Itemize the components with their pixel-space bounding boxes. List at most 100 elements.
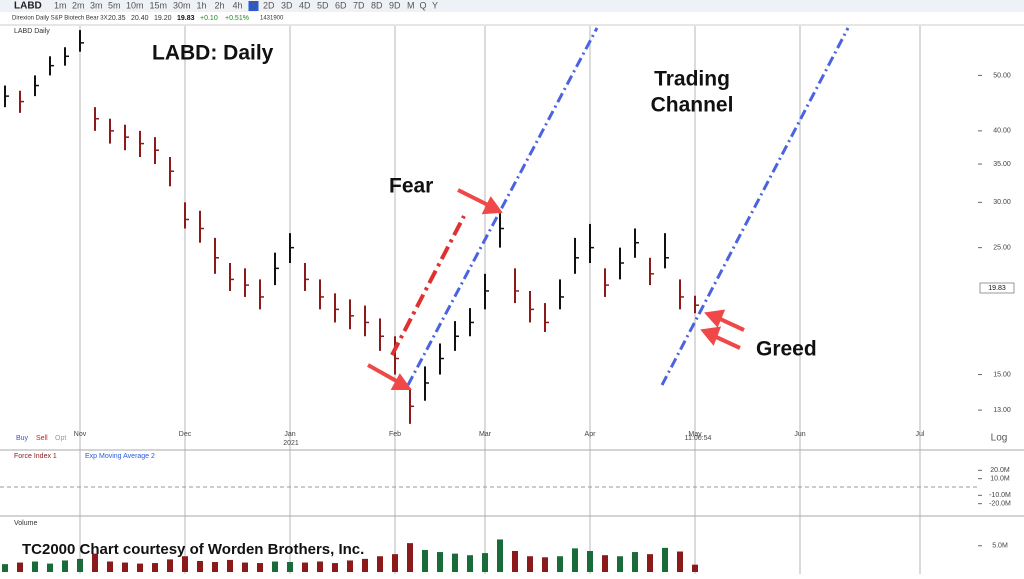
price-axis-labels: 13.00 15.00 25.00 30.00 35.00 40.00 50.00 (978, 72, 1011, 414)
timeframe[interactable]: D (251, 0, 258, 10)
timeframe[interactable]: 5D (317, 0, 329, 10)
volume-bar (317, 561, 323, 572)
volume-bar (452, 553, 458, 572)
volume-bar (152, 563, 158, 572)
arrow (367, 363, 401, 385)
y-tick-label: 5.0M (992, 543, 1008, 550)
x-tick-label: Mar (479, 431, 492, 438)
volume-bar (527, 556, 533, 572)
timeframe[interactable]: 2m (72, 0, 85, 10)
info-line: Direxion Daily S&P Biotech Bear 3X 20.35… (12, 15, 284, 22)
volume-bar (212, 562, 218, 572)
timeframe-bar: 1m 2m 3m 5m 10m 15m 30m 1h 2h 4h D 2D 3D 4D 5D 6D 7D 8D 9D… (54, 0, 438, 11)
volume-bar (662, 547, 668, 572)
volume-bar (482, 553, 488, 572)
volume-bar (92, 553, 98, 572)
grid: Nov Dec Jan Feb Mar Apr May Jun Jul (74, 26, 925, 574)
scale-toggle[interactable]: Log (991, 433, 1008, 444)
volume-bar (32, 561, 38, 572)
channel-line (406, 27, 599, 386)
x-tick-label: Dec (179, 431, 192, 438)
timeframe[interactable]: 7D (353, 0, 365, 10)
volume-bar (17, 562, 23, 572)
timeframe[interactable]: 1h (197, 0, 207, 10)
timeframe[interactable]: 3D (281, 0, 293, 10)
label-greed: Greed (756, 338, 817, 361)
timeframe[interactable]: Q (420, 0, 427, 10)
volume-bar (677, 551, 683, 572)
timeframe[interactable]: Y (432, 0, 438, 10)
y-tick-label: 40.00 (993, 128, 1011, 135)
timeframe[interactable]: 30m (173, 0, 191, 10)
timeframe[interactable]: 8D (371, 0, 383, 10)
year: 2021 (283, 440, 299, 447)
low: 19.20 (154, 15, 172, 22)
last: 19.83 (177, 15, 195, 22)
timeframe[interactable]: 4D (299, 0, 311, 10)
sell[interactable]: Sell (36, 435, 48, 442)
timeframe[interactable]: M (407, 0, 415, 10)
volume-bar (362, 558, 368, 572)
volume-bar (242, 562, 248, 572)
timeframe[interactable]: 2h (215, 0, 225, 10)
volume-bar (617, 556, 623, 572)
volume-bar (497, 539, 503, 572)
arrow-head (481, 196, 503, 215)
title: LABD: Daily (152, 42, 274, 65)
volume-bar (137, 563, 143, 572)
volume-bar (602, 555, 608, 572)
volume-bar (692, 564, 698, 572)
volume-bar (392, 554, 398, 572)
timeframe[interactable]: 6D (335, 0, 347, 10)
volume-bar (197, 560, 203, 572)
volume-bar (122, 562, 128, 572)
volume-bar (467, 555, 473, 572)
arrow (713, 334, 741, 350)
timeframe[interactable]: 15m (150, 0, 168, 10)
x-tick-label: Apr (585, 431, 597, 438)
timeframe[interactable]: 10m (126, 0, 144, 10)
volume-bar (227, 559, 233, 572)
volume-bar (287, 562, 293, 572)
timeframe[interactable]: 5m (108, 0, 121, 10)
volume-bar (557, 556, 563, 572)
timeframe[interactable]: 9D (389, 0, 401, 10)
arrow-head (390, 373, 412, 390)
volume-bar (437, 552, 443, 572)
volume-bar (77, 558, 83, 572)
arrow-head (704, 309, 726, 328)
y-tick-label: 30.00 (993, 199, 1011, 206)
volume-bar (167, 559, 173, 572)
buy[interactable]: Buy (16, 435, 29, 442)
open: 20.35 (108, 15, 126, 22)
change-pct: +0.51% (225, 15, 249, 22)
y-tick-label: 20.0M (990, 467, 1010, 474)
volume-bar (512, 551, 518, 572)
volume-bar (377, 556, 383, 572)
volume-bar (302, 562, 308, 572)
volume-bar (647, 554, 653, 572)
timeframe[interactable]: 3m (90, 0, 103, 10)
last-price: 19.83 (988, 285, 1006, 292)
volume-bar (47, 563, 53, 572)
pane-label: LABD Daily (14, 28, 50, 35)
high: 20.40 (131, 15, 149, 22)
opt[interactable]: Opt (55, 435, 66, 442)
x-tick-label: Jun (794, 431, 805, 438)
y-tick-label: 35.00 (993, 161, 1011, 168)
volume-bar (182, 556, 188, 572)
price-axis (978, 26, 1024, 430)
price-bars (4, 30, 699, 424)
volume-bar (257, 563, 263, 572)
y-tick-label: 13.00 (993, 407, 1011, 414)
timeframe[interactable]: 2D (263, 0, 275, 10)
volume-bar (2, 564, 8, 572)
label-channel: Trading (654, 68, 730, 91)
y-tick-label: 10.0M (990, 476, 1010, 483)
label-fear: Fear (389, 175, 433, 198)
timeframe[interactable]: 1m (54, 0, 67, 10)
volume-bar (107, 561, 113, 572)
channel-line (660, 27, 850, 386)
timeframe[interactable]: 4h (233, 0, 243, 10)
